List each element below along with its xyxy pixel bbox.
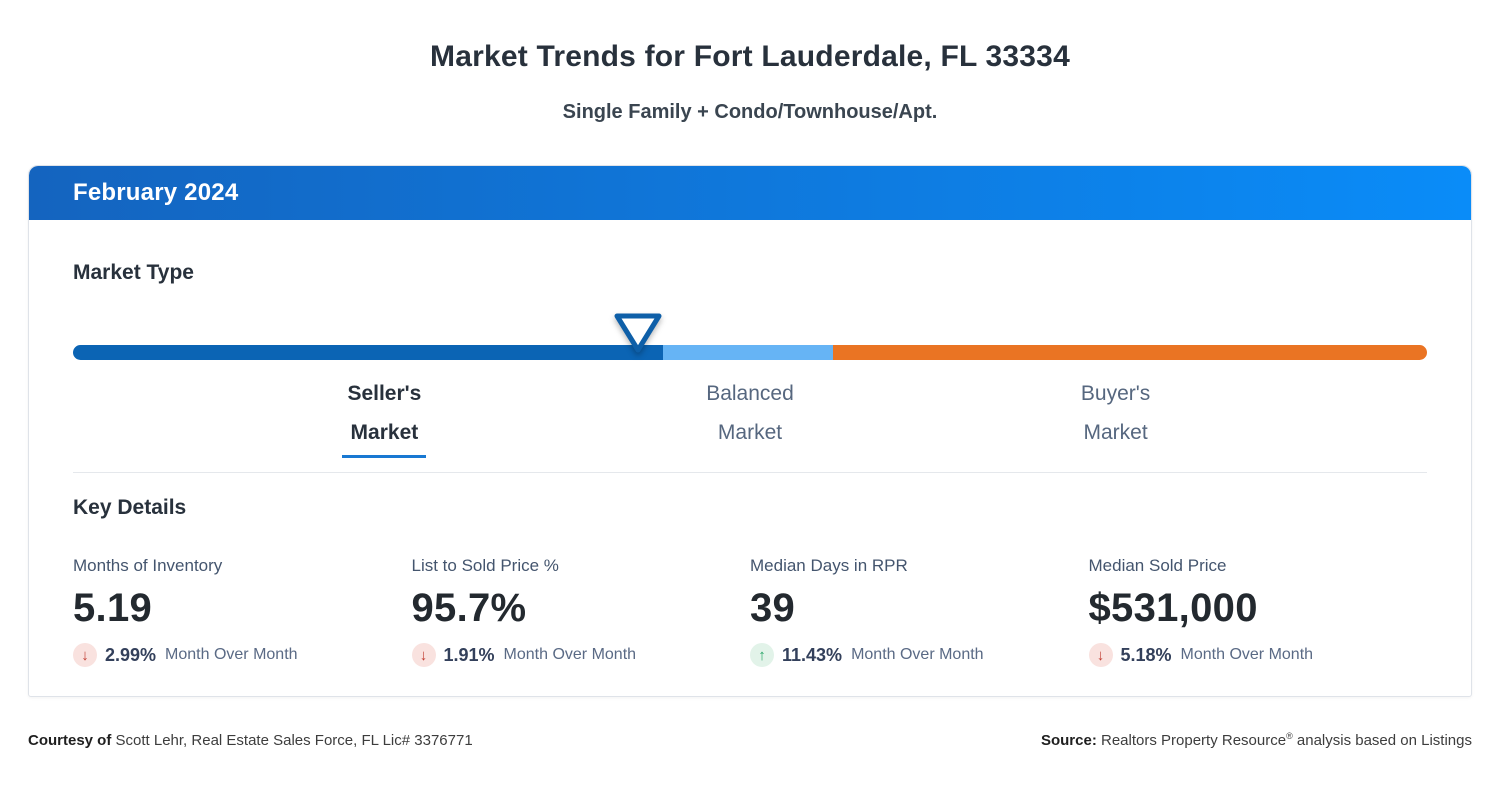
change-percent: 2.99% bbox=[105, 644, 157, 665]
courtesy-value: Scott Lehr, Real Estate Sales Force, FL … bbox=[111, 732, 473, 749]
label-balanced-market[interactable]: Balanced Market bbox=[640, 374, 860, 452]
change-direction-arrow-icon: ↑ bbox=[750, 643, 774, 667]
metric-value: 39 bbox=[750, 586, 796, 630]
change-percent: 5.18% bbox=[1120, 644, 1172, 665]
metric-months-of-inventory: Months of Inventory 5.19 ↓ 2.99% Month O… bbox=[73, 555, 412, 667]
footer: Courtesy of Scott Lehr, Real Estate Sale… bbox=[28, 731, 1472, 749]
label-line: Seller's bbox=[347, 382, 422, 405]
metric-change-row: ↓ 2.99% Month Over Month bbox=[73, 643, 412, 667]
market-trends-card: February 2024 Market Type Seller's Marke… bbox=[28, 165, 1472, 697]
active-label-underline bbox=[342, 455, 427, 458]
metric-label: List to Sold Price % bbox=[411, 556, 559, 575]
registered-mark: ® bbox=[1286, 731, 1293, 741]
label-sellers-market[interactable]: Seller's Market bbox=[274, 374, 494, 458]
card-body: Market Type Seller's Market B bbox=[29, 220, 1471, 667]
metric-change-row: ↑ 11.43% Month Over Month bbox=[750, 643, 1089, 667]
period-label: February 2024 bbox=[73, 179, 239, 206]
metric-value: $531,000 bbox=[1088, 586, 1258, 630]
change-period: Month Over Month bbox=[165, 646, 298, 663]
label-line: Buyer's bbox=[1080, 382, 1151, 405]
metric-label: Median Sold Price bbox=[1088, 556, 1227, 575]
metric-list-to-sold-price: List to Sold Price % 95.7% ↓ 1.91% Month… bbox=[411, 555, 751, 667]
metric-median-sold-price: Median Sold Price $531,000 ↓ 5.18% Month… bbox=[1088, 555, 1428, 667]
label-buyers-market[interactable]: Buyer's Market bbox=[1006, 374, 1226, 452]
source-text: Source: Realtors Property Resource® anal… bbox=[1041, 731, 1472, 749]
change-percent: 11.43% bbox=[782, 644, 843, 665]
metric-change-row: ↓ 1.91% Month Over Month bbox=[411, 643, 751, 667]
page-title: Market Trends for Fort Lauderdale, FL 33… bbox=[430, 40, 1070, 73]
market-type-track bbox=[73, 345, 1427, 360]
label-line: Market bbox=[717, 421, 783, 444]
section-divider bbox=[73, 472, 1427, 473]
source-value-pre: Realtors Property Resource bbox=[1096, 732, 1287, 749]
key-details-metrics: Months of Inventory 5.19 ↓ 2.99% Month O… bbox=[73, 555, 1427, 667]
page-subtitle: Single Family + Condo/Townhouse/Apt. bbox=[562, 101, 938, 123]
courtesy-label: Courtesy of bbox=[28, 732, 112, 749]
change-period: Month Over Month bbox=[503, 646, 637, 663]
change-direction-arrow-icon: ↓ bbox=[73, 643, 97, 667]
change-period: Month Over Month bbox=[1180, 646, 1314, 663]
balanced-market-segment bbox=[663, 345, 833, 360]
slider-marker-triangle-icon[interactable] bbox=[613, 313, 663, 353]
change-direction-arrow-icon: ↓ bbox=[1088, 643, 1113, 667]
courtesy-text: Courtesy of Scott Lehr, Real Estate Sale… bbox=[28, 732, 473, 749]
change-direction-arrow-icon: ↓ bbox=[411, 643, 436, 667]
market-type-labels: Seller's Market Balanced Market Buyer's … bbox=[73, 374, 1427, 460]
label-line: Market bbox=[350, 421, 419, 444]
market-type-heading: Market Type bbox=[73, 261, 194, 284]
change-percent: 1.91% bbox=[443, 644, 495, 665]
label-line: Market bbox=[1083, 421, 1148, 444]
metric-change-row: ↓ 5.18% Month Over Month bbox=[1088, 643, 1428, 667]
card-header-bar: February 2024 bbox=[29, 166, 1471, 220]
buyers-market-segment bbox=[832, 345, 1427, 360]
market-type-slider bbox=[73, 302, 1427, 360]
metric-label: Median Days in RPR bbox=[750, 556, 908, 575]
metric-median-days-in-rpr: Median Days in RPR 39 ↑ 11.43% Month Ove… bbox=[750, 555, 1089, 667]
metric-value: 5.19 bbox=[73, 586, 153, 630]
metric-label: Months of Inventory bbox=[73, 556, 223, 575]
change-period: Month Over Month bbox=[851, 646, 984, 663]
key-details-heading: Key Details bbox=[73, 496, 187, 519]
source-label: Source: bbox=[1040, 732, 1097, 749]
metric-value: 95.7% bbox=[411, 586, 527, 630]
sellers-market-segment bbox=[73, 345, 664, 360]
label-line: Balanced bbox=[706, 382, 794, 405]
source-value-post: analysis based on Listings bbox=[1292, 732, 1472, 749]
